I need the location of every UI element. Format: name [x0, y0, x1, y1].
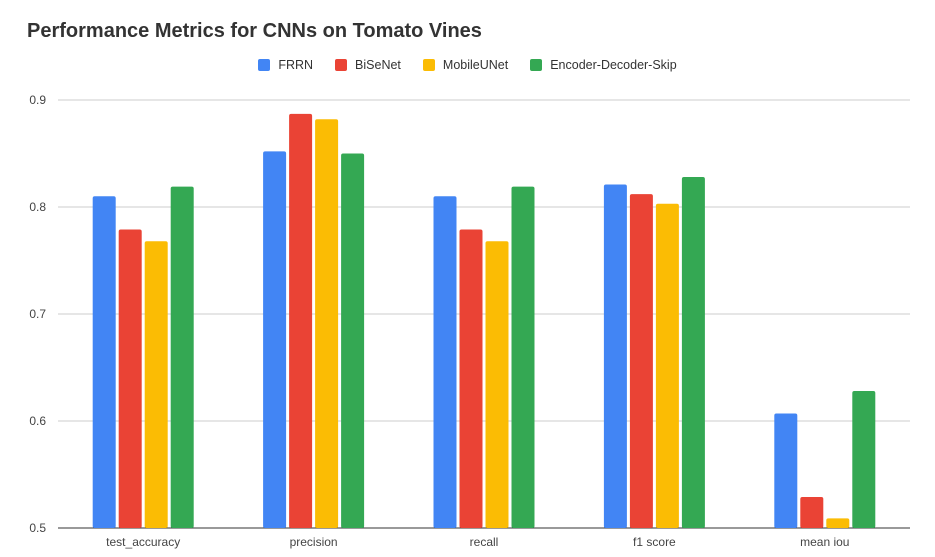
bar[interactable]	[511, 186, 535, 529]
legend-swatch-mobileunet	[422, 59, 435, 71]
bar[interactable]	[144, 241, 168, 529]
bar[interactable]	[341, 153, 365, 529]
bar[interactable]	[826, 518, 850, 528]
bar[interactable]	[800, 496, 824, 528]
bar[interactable]	[289, 113, 313, 528]
bar[interactable]	[459, 229, 483, 528]
y-tick-label: 0.9	[29, 93, 46, 107]
bar[interactable]	[774, 413, 798, 528]
bar[interactable]	[315, 119, 339, 528]
legend-item-mobileunet[interactable]: MobileUNet	[422, 58, 509, 72]
legend: FRRN BiSeNet MobileUNet Encoder-Decoder-…	[0, 58, 935, 72]
bar[interactable]	[655, 203, 679, 529]
legend-swatch-bisenet	[335, 59, 348, 71]
y-tick-label: 0.6	[29, 414, 46, 428]
y-tick-label: 0.7	[29, 307, 46, 321]
bar[interactable]	[92, 196, 116, 529]
bar[interactable]	[170, 186, 194, 529]
legend-label-mobileunet: MobileUNet	[442, 58, 509, 72]
bar[interactable]	[433, 196, 457, 529]
legend-label-bisenet: BiSeNet	[355, 58, 401, 72]
x-tick-label: recall	[470, 535, 499, 549]
bar[interactable]	[485, 241, 509, 529]
bar[interactable]	[681, 177, 705, 529]
bar[interactable]	[603, 184, 627, 528]
bar[interactable]	[629, 194, 653, 528]
y-tick-label: 0.8	[29, 200, 46, 214]
x-tick-label: mean iou	[800, 535, 849, 549]
bar[interactable]	[118, 229, 142, 528]
chart-title: Performance Metrics for CNNs on Tomato V…	[27, 20, 482, 42]
legend-swatch-frrn	[258, 59, 271, 71]
x-tick-label: precision	[290, 535, 338, 549]
legend-swatch-encoder-decoder-skip	[530, 59, 543, 71]
x-tick-label: f1 score	[633, 535, 676, 549]
bar[interactable]	[852, 391, 876, 528]
legend-item-bisenet[interactable]: BiSeNet	[335, 58, 401, 72]
legend-item-frrn[interactable]: FRRN	[258, 58, 313, 72]
legend-label-encoder-decoder-skip: Encoder-Decoder-Skip	[550, 58, 677, 72]
x-tick-label: test_accuracy	[106, 535, 180, 549]
bar[interactable]	[263, 151, 287, 529]
legend-label-frrn: FRRN	[278, 58, 314, 72]
legend-item-encoder-decoder-skip[interactable]: Encoder-Decoder-Skip	[530, 58, 677, 72]
y-tick-label: 0.5	[29, 521, 46, 535]
